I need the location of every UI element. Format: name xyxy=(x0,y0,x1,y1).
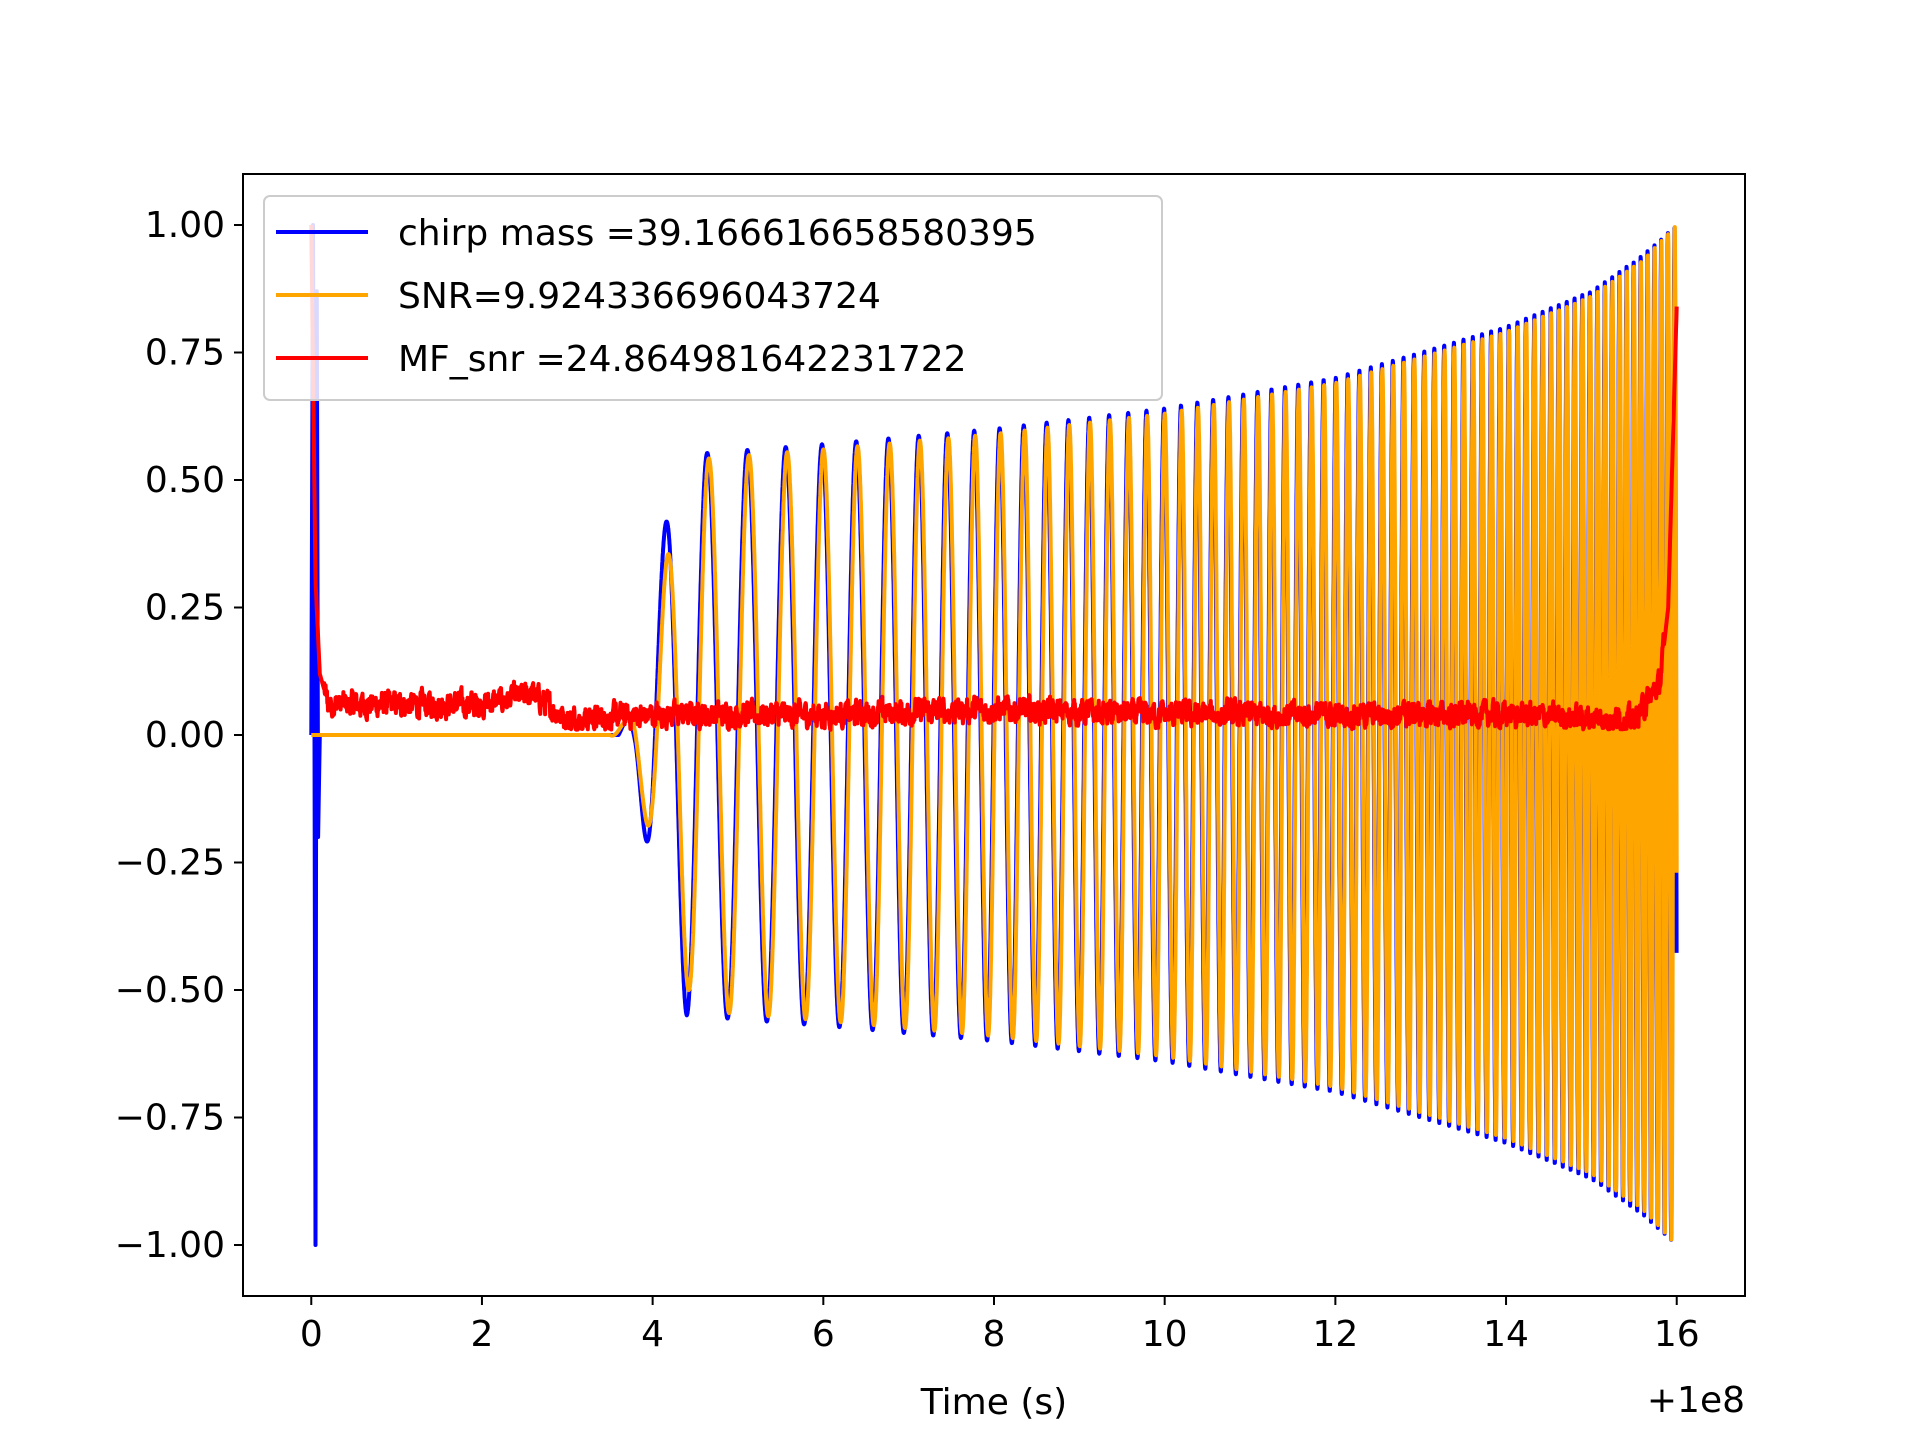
x-tick-label: 0 xyxy=(300,1314,323,1355)
x-tick-label: 6 xyxy=(812,1314,835,1355)
x-tick-label: 14 xyxy=(1483,1314,1529,1355)
x-tick-label: 2 xyxy=(471,1314,494,1355)
x-axis-label: Time (s) xyxy=(920,1382,1067,1423)
y-tick-label: 0.25 xyxy=(145,588,225,629)
y-tick-label: 0.00 xyxy=(145,715,225,756)
series-line-snr xyxy=(311,225,1679,1242)
x-tick-label: 12 xyxy=(1312,1314,1358,1355)
x-tick-label: 10 xyxy=(1142,1314,1188,1355)
plot-area xyxy=(309,223,1679,1247)
legend-entry-snr: SNR=9.924336696043724 xyxy=(398,276,881,317)
y-tick-label: 0.75 xyxy=(145,333,225,374)
y-tick-label: 0.50 xyxy=(145,460,225,501)
y-tick-label: −0.50 xyxy=(115,970,225,1011)
legend-entry-chirp-mass: chirp mass =39.166616658580395 xyxy=(398,213,1037,254)
x-offset-label: +1e8 xyxy=(1647,1380,1745,1421)
x-axis: 0 2 4 6 8 10 12 14 16 xyxy=(300,1296,1700,1355)
y-tick-label: −0.25 xyxy=(115,843,225,884)
x-tick-label: 4 xyxy=(641,1314,664,1355)
x-tick-label: 16 xyxy=(1654,1314,1700,1355)
x-tick-label: 8 xyxy=(983,1314,1006,1355)
legend-box xyxy=(263,195,1163,401)
y-tick-label: −0.75 xyxy=(115,1098,225,1139)
legend: chirp mass =39.166616658580395 SNR=9.924… xyxy=(263,195,1163,401)
series-line-mf-snr xyxy=(309,224,1679,732)
y-tick-label: −1.00 xyxy=(115,1225,225,1266)
y-axis: 1.00 0.75 0.50 0.25 0.00 −0.25 −0.50 −0.75 −1.00 xyxy=(115,205,243,1266)
legend-entry-mf-snr: MF_snr =24.864981642231722 xyxy=(398,339,967,380)
y-tick-label: 1.00 xyxy=(145,205,225,246)
